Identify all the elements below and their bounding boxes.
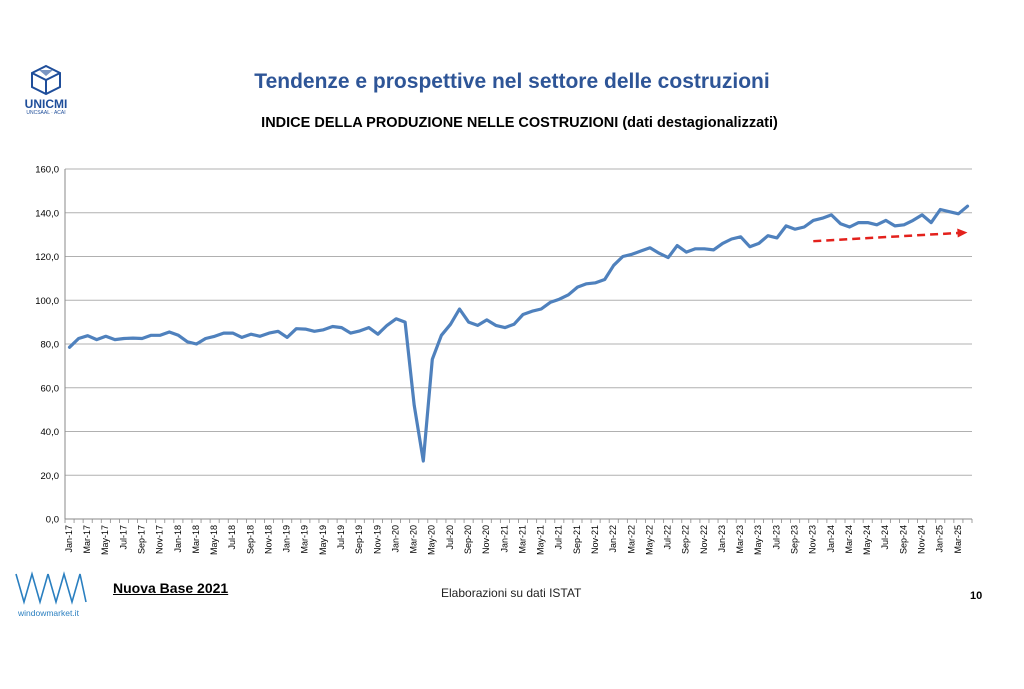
x-tick-label: Mar-18	[191, 525, 201, 554]
x-tick-label: May-21	[536, 525, 546, 555]
x-tick-label: Sep-18	[245, 525, 255, 554]
y-tick-label: 140,0	[35, 208, 59, 219]
x-tick-label: Jan-19	[282, 525, 292, 553]
x-tick-label: Jan-18	[173, 525, 183, 553]
x-tick-label: Sep-20	[463, 525, 473, 554]
x-tick-label: May-17	[100, 525, 110, 555]
y-tick-label: 80,0	[41, 340, 60, 351]
x-tick-label: May-24	[862, 525, 872, 555]
x-tick-label: Nov-21	[590, 525, 600, 554]
x-tick-label: Jul-18	[227, 525, 237, 550]
x-tick-label: May-20	[427, 525, 437, 555]
y-tick-label: 120,0	[35, 252, 59, 263]
x-tick-label: Jan-25	[935, 525, 945, 553]
unicmi-logo-name: UNICMI	[24, 97, 68, 111]
x-tick-label: Sep-17	[136, 525, 146, 554]
y-tick-label: 60,0	[41, 383, 60, 394]
x-tick-label: Jul-22	[663, 525, 673, 550]
y-tick-label: 20,0	[41, 471, 60, 482]
page-number: 10	[970, 590, 983, 602]
base-label: Nuova Base 2021	[113, 580, 229, 596]
x-tick-label: Mar-25	[953, 525, 963, 554]
x-tick-label: Jul-17	[118, 525, 128, 550]
x-tick-label: Mar-20	[409, 525, 419, 554]
x-tick-label: May-19	[318, 525, 328, 555]
x-tick-label: Jan-20	[390, 525, 400, 553]
x-tick-label: May-18	[209, 525, 219, 555]
source-note: Elaborazioni su dati ISTAT	[441, 586, 582, 600]
windowmarket-logo: windowmarket.it	[14, 570, 90, 620]
x-tick-label: Nov-20	[481, 525, 491, 554]
x-tick-label: Sep-23	[790, 525, 800, 554]
x-tick-label: Jan-23	[717, 525, 727, 553]
x-tick-label: May-23	[753, 525, 763, 555]
trend-arrow-head-icon	[957, 228, 968, 238]
x-tick-label: Sep-22	[681, 525, 691, 554]
unicmi-logo-subtitle: UNCSAAL · ACAI	[26, 110, 66, 116]
x-tick-label: Jul-24	[880, 525, 890, 550]
x-tick-label: Jan-21	[499, 525, 509, 553]
x-tick-label: Mar-19	[300, 525, 310, 554]
x-tick-label: Mar-23	[735, 525, 745, 554]
x-tick-label: Sep-21	[572, 525, 582, 554]
x-tick-label: Nov-22	[699, 525, 709, 554]
unicmi-logo-mark-icon	[31, 64, 61, 96]
x-tick-label: Jul-21	[554, 525, 564, 550]
x-tick-label: Mar-17	[82, 525, 92, 554]
y-tick-label: 40,0	[41, 427, 60, 438]
series-line	[67, 204, 970, 463]
x-tick-label: May-22	[644, 525, 654, 555]
unicmi-logo: UNICMI UNCSAAL · ACAI	[16, 64, 76, 124]
y-tick-label: 160,0	[35, 165, 59, 176]
y-tick-label: 0,0	[46, 515, 59, 526]
x-tick-label: Jul-20	[445, 525, 455, 550]
windowmarket-logo-text: windowmarket.it	[18, 608, 79, 618]
x-tick-label: Nov-17	[155, 525, 165, 554]
windowmarket-logo-mark-icon	[15, 571, 87, 605]
y-tick-label: 100,0	[35, 296, 59, 307]
x-tick-label: Sep-24	[898, 525, 908, 554]
chart-title: INDICE DELLA PRODUZIONE NELLE COSTRUZION…	[261, 115, 778, 131]
x-tick-label: Jul-19	[336, 525, 346, 550]
x-tick-label: Nov-23	[808, 525, 818, 554]
x-tick-label: Jan-24	[826, 525, 836, 553]
x-tick-label: Jan-17	[64, 525, 74, 553]
x-tick-label: Mar-22	[626, 525, 636, 554]
x-tick-label: Jan-22	[608, 525, 618, 553]
page-title: Tendenze e prospettive nel settore delle…	[254, 70, 770, 93]
trend-arrow-line	[813, 231, 958, 243]
x-tick-label: Mar-24	[844, 525, 854, 554]
x-tick-label: Sep-19	[354, 525, 364, 554]
x-tick-label: Nov-18	[263, 525, 273, 554]
x-tick-label: Mar-21	[517, 525, 527, 554]
x-tick-label: Nov-24	[916, 525, 926, 554]
x-tick-label: Nov-19	[372, 525, 382, 554]
x-tick-label: Jul-23	[771, 525, 781, 550]
